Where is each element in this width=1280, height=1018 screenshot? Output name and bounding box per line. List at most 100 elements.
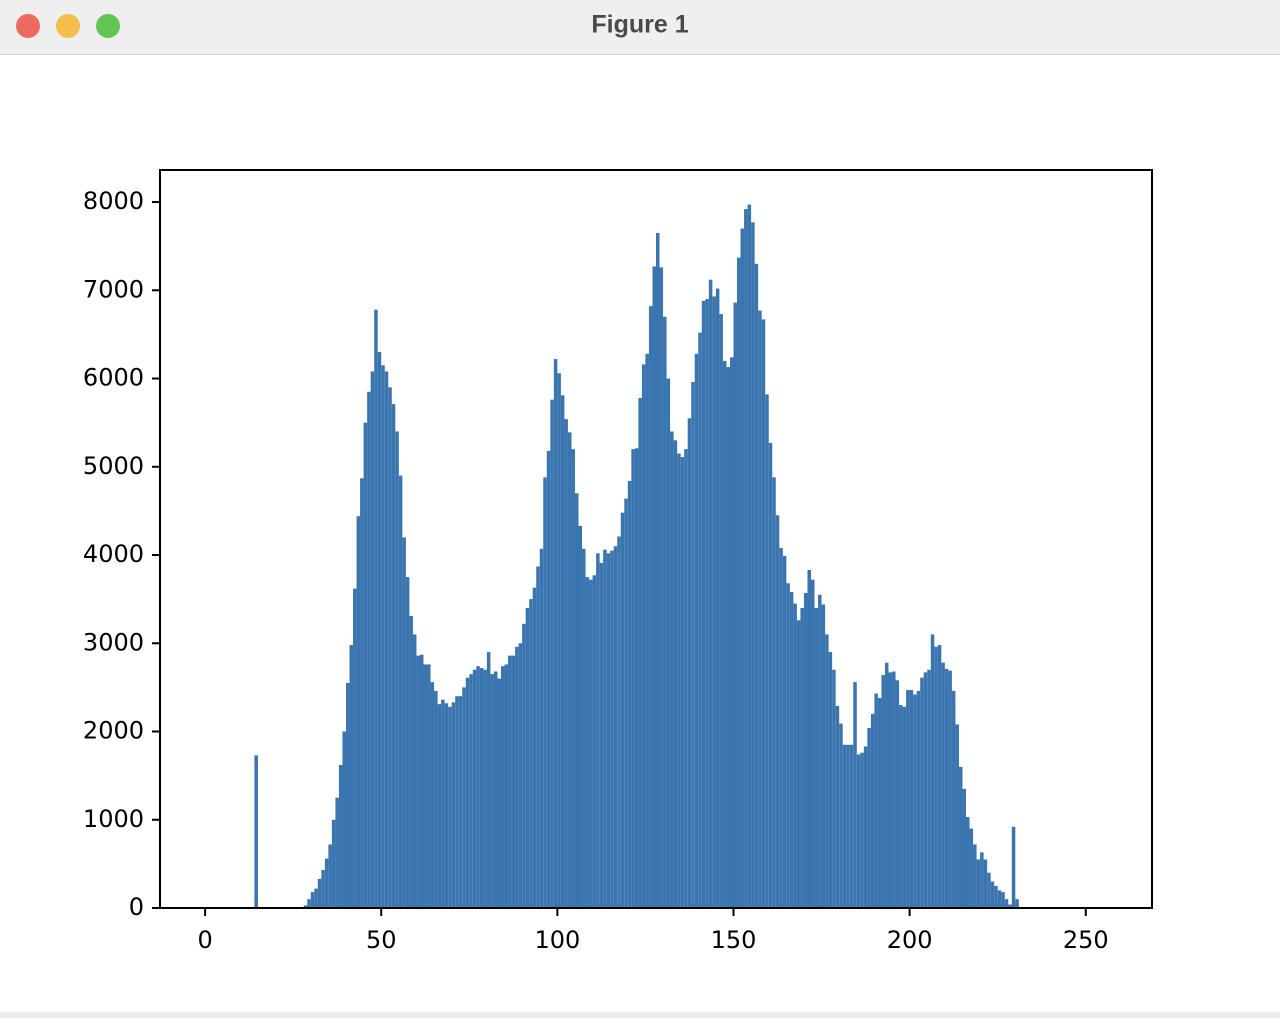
x-tick-label: 0 [197, 926, 212, 954]
bar [814, 607, 819, 908]
bar [775, 515, 780, 908]
bar [560, 395, 565, 909]
bar [582, 548, 586, 908]
x-tick-label: 250 [1063, 926, 1109, 954]
bar [641, 364, 646, 908]
bar [941, 662, 945, 908]
minimize-button[interactable] [56, 14, 80, 38]
bar [927, 669, 931, 908]
bar [842, 744, 847, 908]
bar [567, 432, 572, 908]
bar [423, 664, 428, 908]
bar [832, 669, 836, 908]
bar [486, 652, 491, 908]
bar [303, 905, 308, 908]
bar [360, 478, 364, 908]
bar [997, 890, 1002, 908]
bar [694, 353, 699, 908]
bar [416, 655, 420, 908]
zoom-button[interactable] [96, 14, 120, 38]
bar [472, 669, 477, 908]
bar [419, 654, 424, 908]
bar [310, 892, 315, 908]
bar [367, 391, 371, 908]
bar [958, 766, 963, 908]
bar [465, 677, 470, 908]
bar [733, 302, 738, 908]
bar [501, 666, 505, 908]
bar [874, 693, 878, 908]
bar [828, 652, 833, 908]
bar [722, 360, 727, 909]
bar [634, 448, 639, 908]
bar [687, 418, 692, 908]
bar [391, 404, 396, 908]
bar [585, 577, 590, 908]
bar [511, 655, 516, 908]
bar [448, 706, 452, 908]
bar [969, 828, 974, 908]
bar [469, 674, 473, 908]
bar [307, 899, 311, 908]
bar [476, 666, 480, 908]
bar [983, 859, 988, 908]
bar [1008, 904, 1012, 908]
bar [546, 450, 551, 908]
bar [916, 690, 921, 908]
bar [800, 607, 804, 908]
bar [578, 525, 583, 908]
bar [666, 378, 671, 909]
y-tick-label: 0 [129, 893, 144, 921]
bar [811, 579, 815, 908]
bar [490, 674, 494, 908]
bar [899, 705, 903, 908]
bar [973, 844, 977, 908]
bar [846, 744, 850, 908]
bar [994, 885, 998, 908]
bar [321, 870, 325, 908]
bar [863, 746, 868, 908]
bar [793, 603, 797, 908]
bar [525, 607, 530, 908]
bar [648, 306, 653, 908]
bar [737, 257, 741, 908]
bar [353, 588, 357, 908]
plot: 0 1000 2000 3000 4000 5000 6000 7000 8000 0 50 100 1… [83, 187, 1109, 954]
bar [645, 353, 649, 908]
bar [902, 706, 907, 908]
bar [726, 367, 730, 908]
bar [314, 888, 318, 908]
bar [966, 817, 970, 908]
bar [338, 765, 343, 908]
bar [881, 675, 885, 908]
bar [712, 296, 716, 908]
bar [434, 690, 438, 908]
bar [444, 703, 449, 908]
bar [620, 512, 625, 908]
bar [543, 477, 547, 908]
bar [818, 594, 822, 908]
bar [951, 690, 956, 908]
y-tick-label: 6000 [83, 364, 144, 392]
bar [458, 696, 463, 908]
close-button[interactable] [16, 14, 40, 38]
bar [363, 422, 368, 908]
bar [909, 690, 914, 908]
bar [807, 570, 811, 908]
bar [803, 592, 808, 908]
bar [888, 672, 893, 908]
bar [892, 671, 896, 908]
bar [493, 671, 498, 908]
y-tick-label: 3000 [83, 628, 144, 656]
bar [599, 562, 604, 908]
bar [564, 419, 568, 908]
bar [441, 699, 445, 908]
bar [659, 267, 664, 908]
bar [1011, 826, 1016, 908]
bar [821, 604, 826, 908]
bar [705, 299, 709, 909]
bar [747, 204, 752, 909]
bar [715, 288, 720, 908]
bar [701, 300, 706, 908]
bar [328, 844, 332, 908]
